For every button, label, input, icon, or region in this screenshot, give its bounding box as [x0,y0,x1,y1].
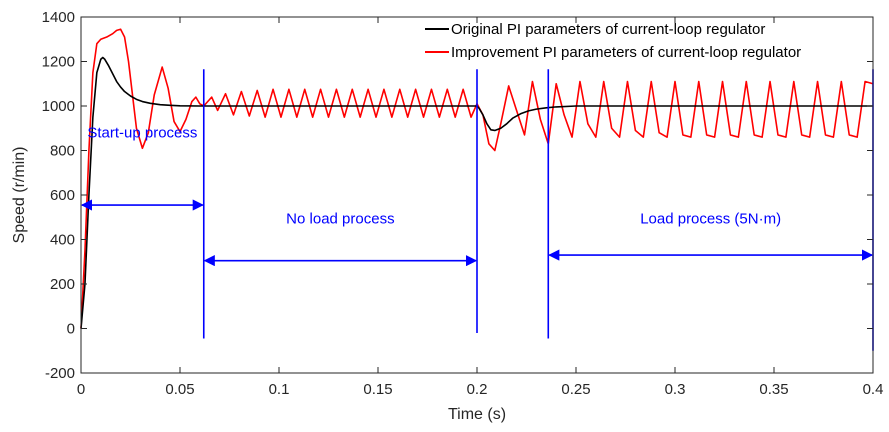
x-tick-label: 0.4 [863,381,884,398]
legend-label-original: Original PI parameters of current-loop r… [451,21,765,38]
x-axis-ticks: 0 0.05 0.1 0.15 0.2 0.25 0.3 0.35 0.4 [77,17,884,398]
x-axis-title: Time (s) [448,406,506,423]
x-tick-label: 0.2 [467,381,488,398]
y-tick-label: 0 [67,321,75,338]
y-tick-label: 1200 [42,54,75,71]
annotation-label-load: Load process (5N·m) [640,210,781,227]
annotation-label-startup: Start-up process [87,125,197,142]
series-layer [80,28,874,329]
x-tick-label: 0.3 [665,381,686,398]
y-axis-ticks: -200 0 200 400 600 800 1000 1200 1400 [42,9,873,382]
x-tick-label: 0 [77,381,85,398]
y-axis-title: Speed (r/min) [11,147,28,244]
x-tick-label: 0.25 [561,381,590,398]
y-tick-label: 200 [50,276,75,293]
y-tick-label: 600 [50,187,75,204]
legend-label-improvement: Improvement PI parameters of current-loo… [451,44,801,61]
annotation-label-noload: No load process [286,210,394,227]
y-tick-label: 1000 [42,98,75,115]
legend: Original PI parameters of current-loop r… [425,21,801,61]
x-tick-label: 0.05 [165,381,194,398]
y-tick-label: 400 [50,232,75,249]
series-line-original [80,56,873,329]
x-tick-label: 0.15 [363,381,392,398]
annotation-layer: Start-up process No load process Load proc… [80,125,874,267]
y-tick-label: 800 [50,143,75,160]
y-tick-label: -200 [45,365,75,382]
x-tick-label: 0.35 [759,381,788,398]
y-tick-label: 1400 [42,9,75,26]
x-tick-label: 0.1 [269,381,290,398]
